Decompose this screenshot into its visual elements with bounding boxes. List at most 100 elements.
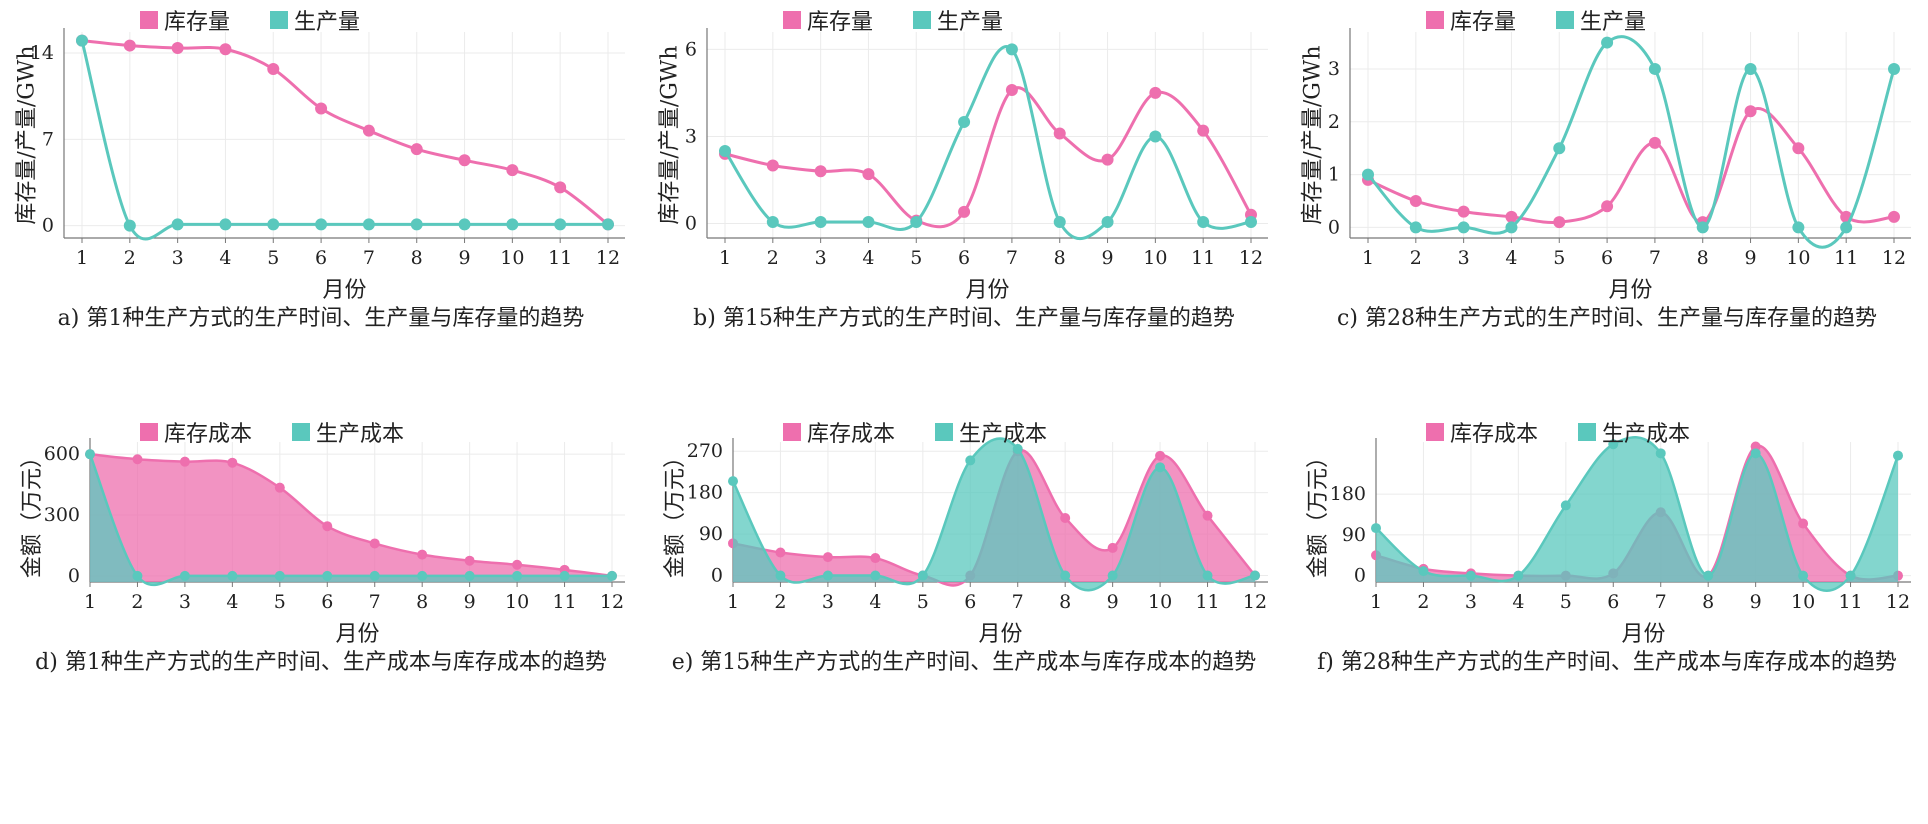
chart-panel-c: 0 1 2 3 1 2 3 4 5 6 7 8 9 10 11 12 库存量 生产量 库存量/产量/GWh 月份 c) … [1286, 0, 1928, 412]
data-point [322, 521, 333, 532]
data-point [1149, 86, 1162, 99]
legend-item: 库存量 [1426, 4, 1516, 36]
data-point [1840, 221, 1853, 234]
data-point [602, 218, 614, 231]
y-tick-label: 14 [30, 42, 54, 64]
x-tick-label: 4 [862, 247, 874, 269]
data-point [132, 570, 143, 581]
data-point [1798, 518, 1809, 529]
data-point [1409, 221, 1422, 234]
data-point [369, 570, 380, 581]
x-tick-label: 11 [1834, 247, 1858, 269]
y-tick-label: 90 [1342, 524, 1366, 546]
legend-label: 生产成本 [1602, 422, 1691, 447]
data-point [870, 553, 881, 564]
x-tick-label: 7 [1649, 247, 1661, 269]
x-tick-label: 5 [274, 591, 286, 613]
series-line [723, 45, 1252, 241]
y-tick-label: 300 [44, 504, 80, 526]
legend-item: 库存成本 [1426, 416, 1538, 448]
x-tick-label: 12 [1886, 591, 1910, 613]
series-line [1367, 107, 1895, 225]
series-area [90, 454, 612, 582]
legend-swatch [1578, 423, 1597, 441]
chart-caption: e) 第15种生产方式的生产时间、生产成本与库存成本的趋势 [671, 650, 1257, 675]
data-point [464, 555, 475, 566]
chart-panel-d: 0 300 600 1 2 3 4 5 6 7 8 9 10 11 12 库存成本 生产成本 金额（万元） 月份 d)… [0, 412, 642, 824]
y-tick-label: 3 [685, 125, 697, 147]
data-point [1060, 512, 1071, 523]
data-point [1608, 439, 1619, 450]
data-point [1202, 570, 1213, 581]
x-tick-label: 6 [321, 591, 333, 613]
data-point [1060, 570, 1071, 581]
series-area [1376, 437, 1898, 591]
legend-label: 生产成本 [959, 422, 1048, 447]
y-tick-label: 3 [1328, 58, 1340, 80]
data-point [123, 39, 136, 52]
x-tick-label: 11 [1838, 591, 1862, 613]
data-point [1845, 570, 1856, 581]
x-tick-label: 1 [84, 591, 96, 613]
data-point [870, 570, 881, 581]
x-tick-label: 2 [1410, 247, 1422, 269]
data-point [1744, 62, 1757, 75]
y-axis-label: 金额（万元） [20, 445, 46, 579]
data-point [315, 102, 328, 115]
x-tick-label: 8 [1059, 591, 1071, 613]
data-point [1601, 200, 1614, 213]
data-point [362, 218, 375, 231]
legend-swatch [140, 423, 158, 441]
data-point [417, 549, 428, 560]
series-line [81, 39, 609, 226]
x-tick-label: 5 [917, 591, 929, 613]
data-point [1107, 542, 1118, 553]
data-point [1362, 168, 1374, 181]
y-tick-label: 90 [699, 523, 723, 545]
x-tick-label: 1 [1370, 591, 1382, 613]
data-point [179, 570, 190, 581]
legend-label: 生产量 [294, 10, 361, 35]
chart-panel-e: 0 90 180 270 1 2 3 4 5 6 7 8 9 10 11 12 库存成本 生产成本 金额（万元） 月份… [643, 412, 1285, 824]
x-tick-label: 8 [411, 247, 423, 269]
legend-label: 库存成本 [1450, 422, 1539, 447]
x-tick-label: 5 [1560, 591, 1572, 613]
data-point [1792, 221, 1805, 234]
chart-caption: b) 第15种生产方式的生产时间、生产量与库存量的趋势 [693, 306, 1235, 331]
x-axis-label: 月份 [965, 278, 1010, 303]
data-point [1750, 448, 1761, 459]
chart-caption: c) 第28种生产方式的生产时间、生产量与库存量的趋势 [1337, 306, 1877, 331]
x-tick-label: 7 [1006, 247, 1018, 269]
x-tick-label: 10 [1143, 247, 1167, 269]
x-tick-label: 10 [1791, 591, 1815, 613]
y-axis-label: 金额（万元） [1306, 445, 1332, 579]
data-point [219, 43, 232, 56]
legend: 库存成本 生产成本 [783, 416, 1047, 448]
x-tick-label: 5 [267, 247, 279, 269]
data-point [362, 124, 375, 137]
legend-label: 库存成本 [807, 422, 896, 447]
legend-label: 生产成本 [316, 422, 405, 447]
data-point [267, 63, 280, 76]
x-tick-label: 1 [727, 591, 739, 613]
x-axis-label: 月份 [322, 278, 367, 303]
data-point [814, 216, 827, 229]
data-point [171, 42, 184, 55]
legend-label: 库存量 [164, 10, 231, 35]
y-tick-label: 0 [42, 215, 54, 237]
data-point [862, 168, 875, 181]
data-point [1703, 570, 1714, 581]
x-tick-label: 12 [596, 247, 620, 269]
x-tick-label: 4 [1505, 247, 1517, 269]
x-tick-label: 1 [76, 247, 88, 269]
data-point [1371, 523, 1381, 534]
data-point [171, 218, 184, 231]
legend: 库存成本 生产成本 [1426, 416, 1690, 448]
data-point [1197, 216, 1210, 229]
x-tick-label: 6 [1601, 247, 1613, 269]
data-point [227, 457, 238, 468]
chart-caption: d) 第1种生产方式的生产时间、生产成本与库存成本的趋势 [35, 650, 607, 675]
data-point [410, 218, 423, 231]
